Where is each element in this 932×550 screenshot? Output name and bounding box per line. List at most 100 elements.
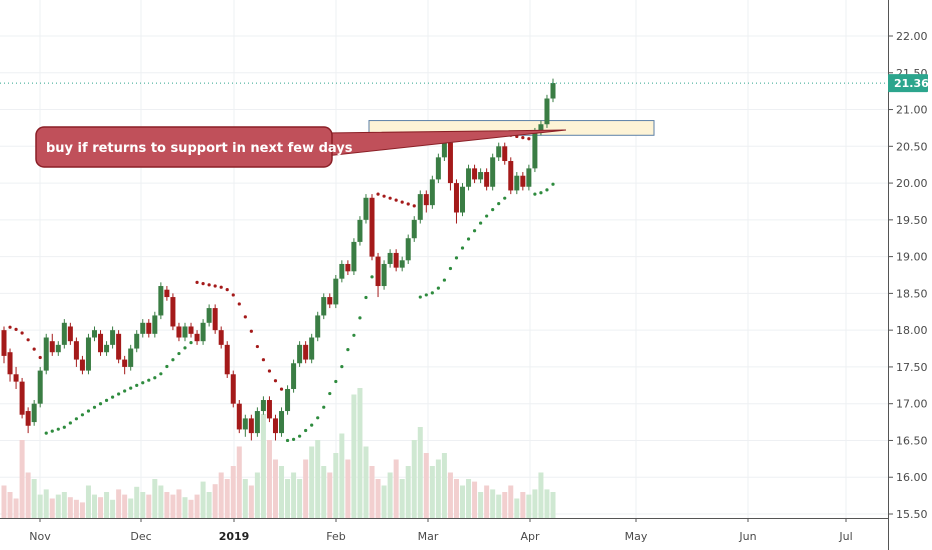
sar-dot (92, 405, 97, 409)
sar-dot (316, 416, 320, 420)
sar-dot (533, 192, 537, 196)
volume-bar (387, 472, 393, 518)
candlesticks (1, 78, 556, 441)
sar-dot (376, 192, 380, 196)
candle-body (441, 138, 447, 158)
volume-bar (441, 453, 447, 518)
volume-bar (49, 498, 55, 518)
volume-bar (321, 466, 327, 518)
candle-body (13, 374, 19, 382)
sar-dot (539, 191, 543, 195)
volume-bar (490, 489, 496, 518)
candle-body (43, 337, 49, 371)
y-tick-label: 15.50 (896, 508, 928, 521)
y-tick-label: 19.00 (896, 251, 928, 264)
volume-bar (333, 453, 339, 518)
sar-dot (364, 295, 368, 300)
candle-body (67, 326, 73, 342)
volume-bar (429, 466, 435, 518)
sar-dot (261, 358, 266, 362)
candle-body (212, 308, 218, 331)
volume-bar (37, 494, 43, 518)
candle-body (170, 297, 176, 327)
candle-body (297, 344, 303, 364)
volume-bar (182, 497, 188, 518)
sar-dot (171, 358, 175, 362)
candle-body (285, 388, 291, 412)
candle-body (502, 146, 508, 162)
candle-body (116, 333, 122, 360)
candle-body (369, 197, 375, 257)
x-tick-label: Mar (418, 530, 439, 543)
candle-body (55, 344, 61, 353)
volume-bar (266, 440, 272, 518)
volume-bar (285, 479, 291, 518)
sar-dot (485, 214, 489, 218)
sar-dot (424, 293, 428, 297)
volume-bar (85, 485, 91, 518)
sar-dot (141, 381, 145, 385)
volume-bar (538, 472, 544, 518)
candle-body (7, 352, 13, 375)
volume-bar (254, 472, 260, 518)
candle-body (321, 297, 327, 316)
last-price-badge (888, 74, 928, 93)
sar-dot (189, 341, 193, 345)
y-tick-label: 20.50 (896, 140, 928, 153)
volume-bar (417, 427, 423, 518)
sar-dot (243, 315, 247, 319)
sar-dot (80, 413, 85, 417)
sar-dot (370, 275, 374, 279)
candle-body (393, 252, 399, 268)
sar-dot (388, 196, 392, 200)
candle-body (303, 344, 309, 360)
candle-body (429, 179, 435, 206)
sar-dot (159, 372, 163, 376)
candle-body (158, 286, 164, 316)
x-tick-label: Dec (130, 530, 151, 543)
candle-body (272, 418, 278, 434)
candle-body (110, 330, 116, 345)
y-tick-label: 19.50 (896, 214, 928, 227)
sar-dot (213, 284, 217, 288)
candle-body (496, 146, 502, 158)
sar-dot (129, 386, 133, 390)
volume-bar (134, 486, 140, 518)
sar-dot (454, 256, 459, 260)
volume-bar (447, 472, 453, 518)
sar-dot (382, 194, 386, 198)
x-tick-label: Apr (520, 530, 540, 543)
candle-body (315, 315, 321, 338)
volume-bar (91, 494, 97, 518)
x-tick-label: Nov (29, 530, 51, 543)
volume-bar (176, 489, 182, 518)
volume-bar (170, 494, 176, 518)
candle-body (514, 175, 520, 191)
sar-dot (418, 295, 422, 299)
candle-body (411, 219, 417, 239)
sar-dot (20, 331, 24, 335)
candle-body (49, 341, 55, 353)
sar-dot (98, 402, 103, 406)
candle-body (550, 83, 556, 99)
candle-body (146, 322, 152, 334)
y-tick-label: 21.00 (896, 104, 928, 117)
candle-body (291, 363, 297, 389)
sar-dot (394, 198, 398, 202)
candle-body (194, 333, 200, 342)
sar-dot (237, 302, 241, 306)
candle-body (423, 194, 429, 206)
sar-dot (147, 378, 151, 382)
volume-bar (532, 489, 538, 518)
volume-bar (279, 466, 285, 518)
sar-dot (255, 344, 259, 349)
sar-dot (273, 379, 278, 383)
x-tick-label: May (625, 530, 648, 543)
candle-body (19, 381, 25, 415)
time-axis[interactable]: Nov Dec 2019 Feb Mar Apr May Jun Jul (29, 518, 853, 543)
price-axis[interactable]: 22.0021.5021.0020.5020.0019.5019.0018.50… (888, 30, 929, 521)
candle-body (435, 157, 441, 180)
sar-dot (291, 437, 296, 441)
sar-dot (201, 282, 205, 286)
volume-bar (411, 440, 417, 518)
